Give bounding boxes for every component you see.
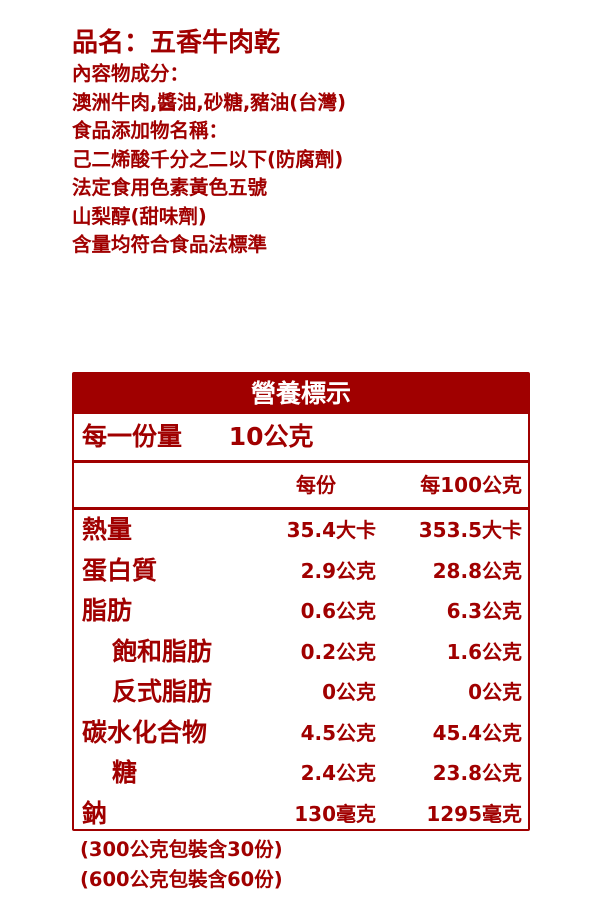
info-line: 內容物成分：: [72, 62, 190, 85]
product-info: 品名：五香牛肉乾 內容物成分： 澳洲牛肉,醬油,砂糖,豬油(台灣) 食品添加物名…: [72, 26, 346, 260]
table-row: 鈉 130毫克 1295毫克: [74, 794, 528, 835]
nutrition-table: 營養標示 每一份量 10公克 每份 每100公克 熱量 35.4大卡 353.5大卡…: [72, 372, 530, 831]
per-serving-value: 0.2公克: [300, 639, 376, 664]
nutrient-label: 飽和脂肪: [112, 636, 213, 666]
nutrition-title: 營養標示: [74, 374, 528, 414]
column-header-row: 每份 每100公克: [74, 463, 528, 510]
nutrient-label: 碳水化合物: [82, 717, 208, 747]
info-line: 食品添加物名稱：: [72, 119, 229, 142]
table-row: 飽和脂肪 0.2公克 1.6公克: [74, 632, 528, 673]
column-header-per-100g: 每100公克: [420, 473, 522, 497]
per-100g-value: 1295毫克: [426, 801, 522, 826]
per-serving-value: 130毫克: [294, 801, 376, 826]
serving-size-row: 每一份量 10公克: [74, 414, 528, 463]
per-serving-value: 4.5公克: [300, 720, 376, 745]
per-100g-value: 6.3公克: [446, 599, 522, 623]
footnotes: (300公克包裝含30份) (600公克包裝含60份): [80, 835, 283, 895]
per-100g-value: 353.5大卡: [418, 518, 522, 542]
per-100g-value: 0公克: [468, 680, 522, 704]
info-line: 含量均符合食品法標準: [72, 233, 268, 256]
info-line: 澳洲牛肉,醬油,砂糖,豬油(台灣): [72, 90, 347, 114]
table-row: 蛋白質 2.9公克 28.8公克: [74, 551, 528, 592]
table-row: 糖 2.4公克 23.8公克: [74, 753, 528, 794]
info-line: 山梨醇(甜味劑): [72, 204, 207, 228]
footnote: (300公克包裝含30份): [80, 838, 283, 861]
nutrient-rows: 熱量 35.4大卡 353.5大卡蛋白質 2.9公克 28.8公克脂肪 0.6公克 6.3公…: [74, 510, 528, 834]
per-serving-value: 0.6公克: [300, 599, 376, 623]
info-line: 法定食用色素黃色五號: [72, 176, 268, 199]
per-serving-value: 2.4公克: [300, 761, 376, 785]
per-100g-value: 23.8公克: [432, 761, 522, 785]
info-line: 己二烯酸千分之二以下(防腐劑): [72, 147, 344, 171]
nutrient-label: 脂肪: [82, 596, 133, 625]
per-100g-value: 28.8公克: [432, 558, 522, 583]
serving-value: 10公克: [228, 422, 314, 451]
table-row: 脂肪 0.6公克 6.3公克: [74, 591, 528, 632]
table-row: 碳水化合物 4.5公克 45.4公克: [74, 713, 528, 754]
table-row: 反式脂肪 0公克 0公克: [74, 672, 528, 713]
nutrient-label: 糖: [112, 758, 138, 787]
serving-label: 每一份量: [82, 422, 183, 451]
footnote: (600公克包裝含60份): [80, 868, 283, 891]
nutrient-label: 熱量: [82, 515, 133, 544]
per-serving-value: 0公克: [322, 680, 376, 704]
per-100g-value: 1.6公克: [446, 639, 522, 664]
product-name: 品名：五香牛肉乾: [72, 28, 281, 58]
per-100g-value: 45.4公克: [432, 720, 522, 745]
column-header-per-serving: 每份: [296, 473, 336, 497]
table-row: 熱量 35.4大卡 353.5大卡: [74, 510, 528, 551]
nutrient-label: 蛋白質: [82, 555, 158, 585]
nutrient-label: 反式脂肪: [112, 677, 213, 706]
per-serving-value: 2.9公克: [300, 558, 376, 583]
nutrient-label: 鈉: [82, 798, 108, 828]
per-serving-value: 35.4大卡: [286, 518, 376, 542]
